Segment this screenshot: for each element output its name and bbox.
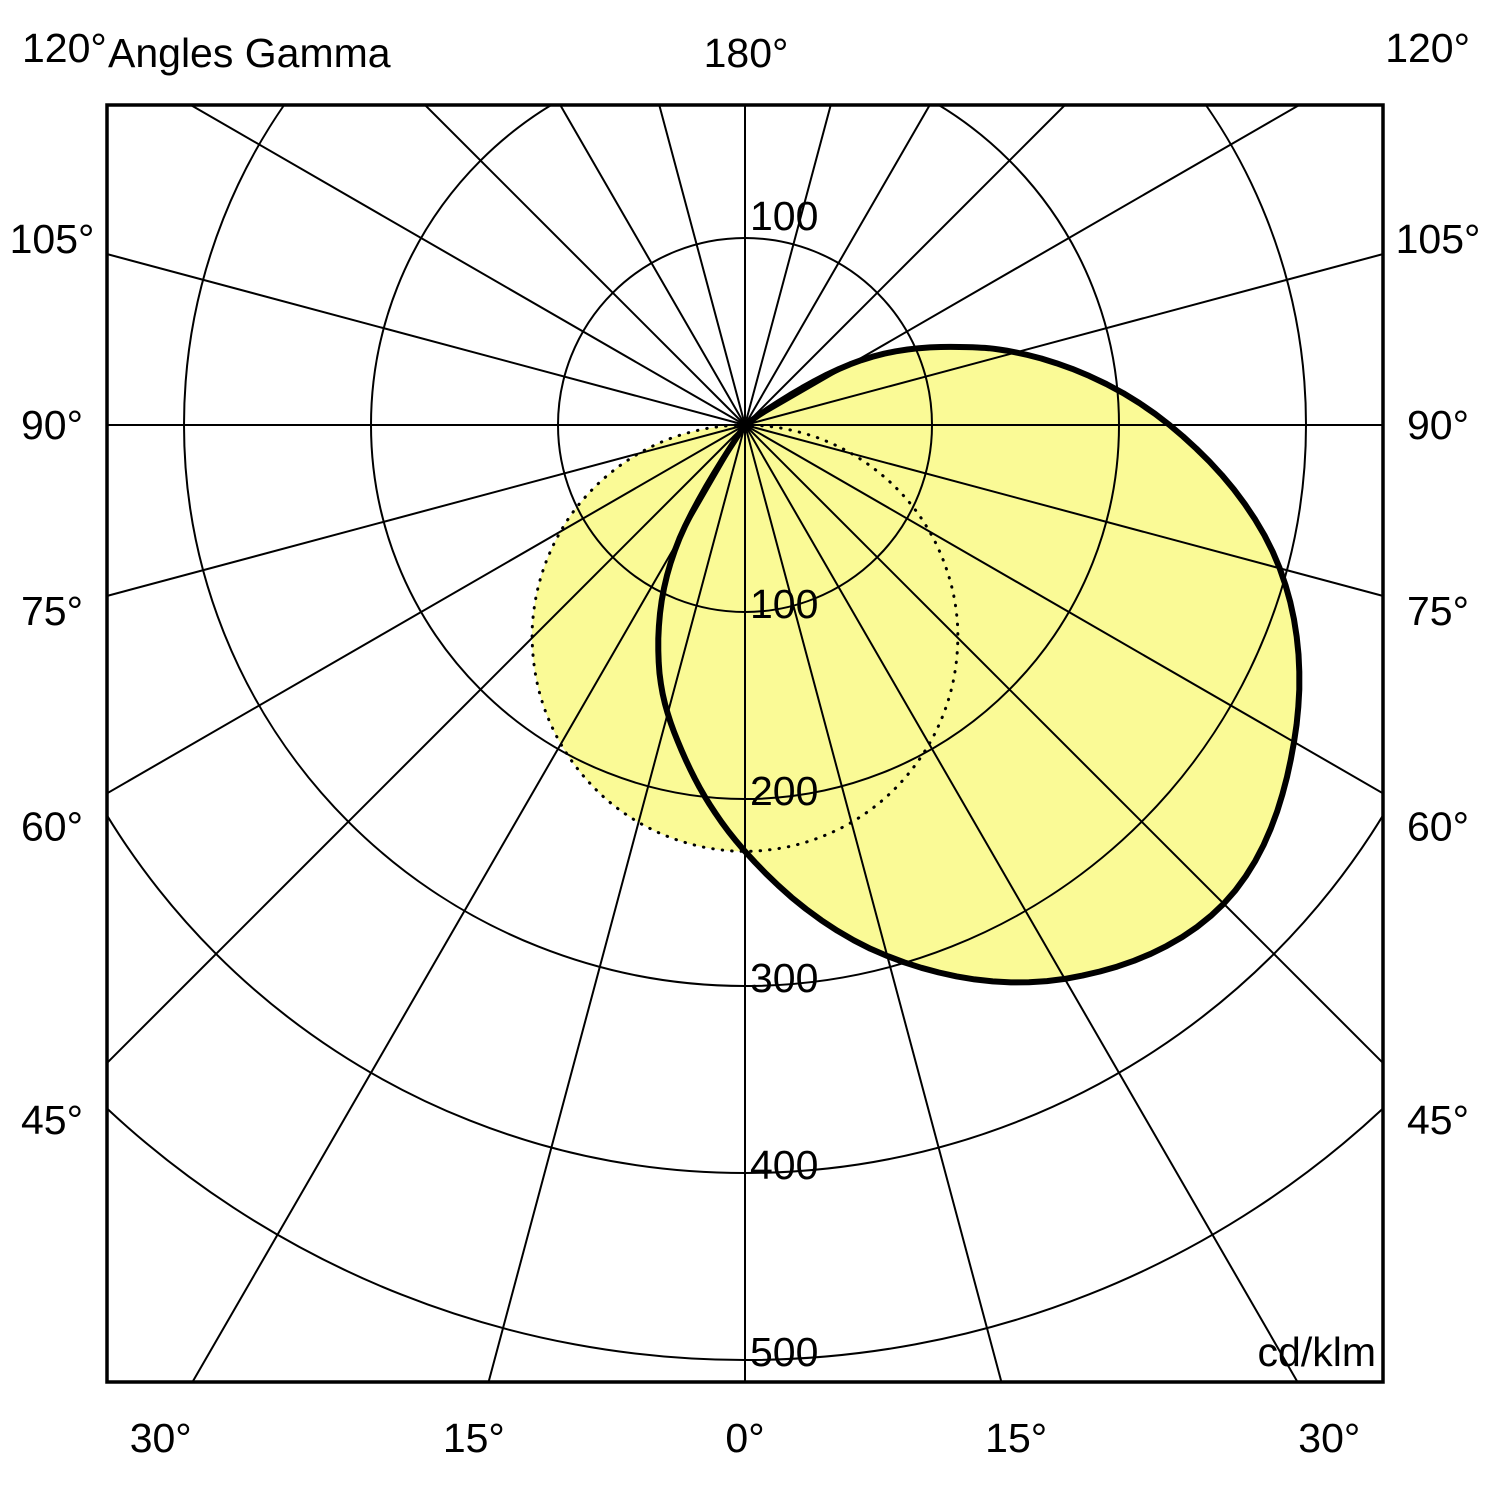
gamma-axis-label-right: 60° (1407, 803, 1469, 849)
polar-grid-ray (191, 424, 746, 1382)
polar-grid-ray (744, 105, 832, 426)
corner-gamma-label-left: 120° (22, 25, 107, 71)
radial-tick-label: 400 (750, 1142, 818, 1188)
gamma-axis-label-right: 90° (1407, 402, 1469, 448)
polar-grid-ray (744, 424, 1383, 795)
top-gamma-label: 180° (703, 30, 789, 76)
gamma-axis-label-right: 45° (1407, 1097, 1469, 1143)
polar-grid-ray (559, 105, 746, 426)
polar-grid-ray (744, 424, 1299, 1382)
radial-tick-label: 300 (750, 955, 818, 1001)
radial-tick-label: 200 (750, 768, 818, 814)
gamma-axis-label-left: 105° (10, 216, 95, 262)
polar-grid-ray (487, 424, 746, 1382)
gamma-axis-label-right: 75° (1407, 588, 1469, 634)
unit-label: cd/klm (1257, 1329, 1376, 1375)
polar-grid-ray (107, 424, 746, 1065)
radial-tick-label: 100 (750, 581, 818, 627)
polar-grid-ray (188, 105, 746, 426)
polar-grid-ray (744, 105, 1302, 426)
radial-tick-label-top: 100 (750, 193, 818, 239)
polar-grid-ray (107, 424, 746, 597)
gamma-axis-label-bottom: 15° (985, 1415, 1047, 1461)
polar-grid-ray (658, 105, 746, 426)
gamma-axis-label-bottom: 30° (130, 1415, 192, 1461)
gamma-axis-label-left: 75° (21, 588, 83, 634)
solid-intensity-curve (655, 343, 1303, 986)
polar-grid-ray (744, 424, 1003, 1382)
gamma-axis-label-bottom: 15° (443, 1415, 505, 1461)
polar-grid-ray (107, 424, 746, 795)
polar-grid-ray (744, 105, 931, 426)
radial-tick-label: 500 (750, 1329, 818, 1375)
polar-grid-ray (744, 424, 1383, 597)
gamma-axis-label-left: 45° (21, 1097, 83, 1143)
polar-grid-ray (423, 105, 746, 426)
polar-grid-ray (107, 253, 746, 426)
intensity-fill (532, 346, 1300, 983)
gamma-axis-label-bottom: 30° (1298, 1415, 1360, 1461)
gamma-axis-label-right: 105° (1396, 216, 1481, 262)
gamma-axis-label-bottom: 0° (725, 1415, 764, 1461)
polar-grid-ray (744, 424, 1383, 1065)
gamma-axis-label-left: 60° (21, 803, 83, 849)
plot-frame (105, 103, 1385, 1384)
polar-grid-ray (744, 253, 1383, 426)
polar-grid-ray (744, 105, 1067, 426)
chart-title: Angles Gamma (108, 30, 391, 76)
gamma-axis-label-left: 90° (21, 402, 83, 448)
corner-gamma-label-right: 120° (1385, 25, 1470, 71)
